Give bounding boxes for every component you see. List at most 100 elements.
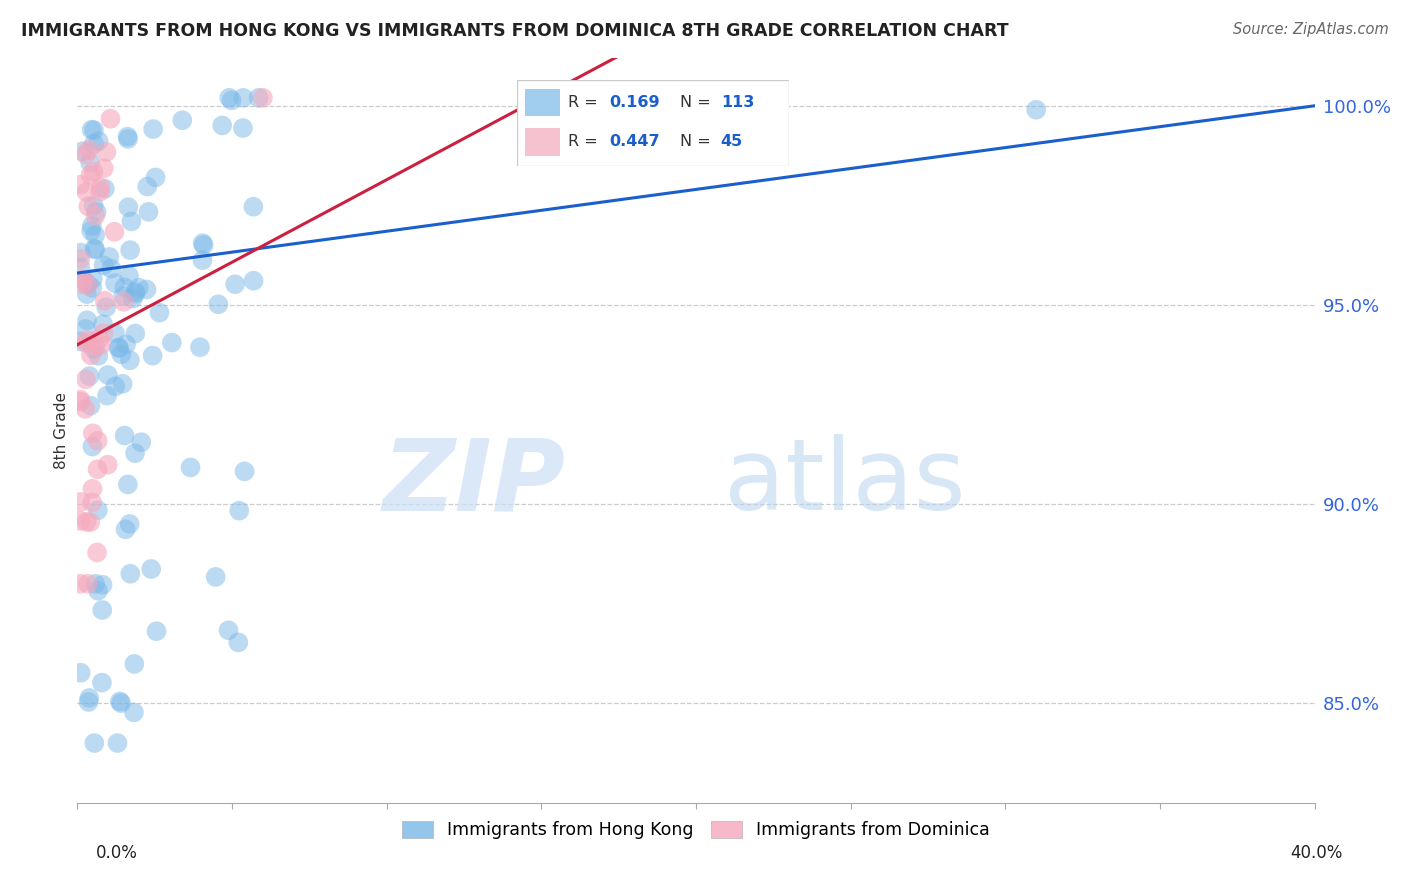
Point: [79, 515, 101, 529]
Point: [75, 401, 97, 416]
Point: [80, 122, 103, 136]
Point: [145, 170, 167, 185]
Point: [87, 332, 110, 346]
Point: [191, 253, 214, 268]
Point: [93, 326, 115, 340]
Point: [77, 695, 100, 709]
Text: 0.0%: 0.0%: [96, 844, 138, 862]
Point: [69, 245, 91, 260]
Point: [118, 353, 141, 368]
Point: [135, 283, 157, 297]
Point: [80, 348, 103, 362]
Point: [110, 696, 132, 710]
Point: [118, 268, 141, 283]
Point: [90, 675, 112, 690]
Point: [204, 570, 226, 584]
Point: [82, 495, 104, 509]
Point: [69, 514, 91, 528]
Point: [98, 250, 121, 264]
Point: [124, 286, 146, 301]
Point: [136, 179, 159, 194]
Point: [141, 562, 163, 576]
Point: [79, 399, 101, 413]
Point: [114, 428, 136, 442]
Point: [75, 336, 97, 351]
Point: [79, 369, 101, 384]
Point: [75, 322, 97, 336]
Point: [233, 464, 256, 478]
Point: [252, 91, 274, 105]
Point: [93, 293, 115, 308]
Point: [120, 566, 142, 581]
Text: Source: ZipAtlas.com: Source: ZipAtlas.com: [1233, 22, 1389, 37]
Point: [104, 276, 127, 290]
Point: [76, 333, 98, 347]
Point: [87, 583, 110, 598]
Point: [82, 281, 104, 295]
Point: [148, 305, 170, 319]
Point: [94, 182, 117, 196]
Point: [91, 578, 114, 592]
Point: [76, 576, 98, 591]
Point: [107, 341, 129, 355]
Point: [69, 178, 91, 192]
Point: [86, 434, 108, 448]
Point: [218, 624, 240, 638]
Point: [69, 665, 91, 680]
Point: [145, 624, 167, 639]
Point: [83, 123, 105, 137]
Point: [77, 277, 100, 292]
Point: [82, 426, 104, 441]
Point: [228, 504, 250, 518]
Point: [87, 349, 110, 363]
Point: [86, 204, 108, 219]
Point: [124, 446, 146, 460]
Point: [72, 277, 94, 292]
Point: [117, 129, 139, 144]
Point: [218, 91, 240, 105]
Point: [117, 132, 139, 146]
Point: [79, 155, 101, 169]
Point: [96, 389, 118, 403]
Point: [72, 272, 94, 286]
Point: [93, 161, 115, 176]
Point: [107, 736, 129, 750]
Point: [124, 326, 146, 341]
Point: [242, 200, 264, 214]
Point: [83, 198, 105, 212]
Point: [87, 503, 110, 517]
Point: [224, 277, 246, 292]
Point: [1025, 103, 1047, 117]
Point: [100, 112, 122, 126]
Point: [100, 261, 122, 276]
Point: [128, 281, 150, 295]
Point: [91, 603, 114, 617]
Point: [104, 379, 127, 393]
Point: [118, 516, 141, 531]
Point: [138, 204, 160, 219]
Point: [124, 285, 146, 299]
Point: [76, 313, 98, 327]
Point: [69, 260, 91, 275]
Point: [89, 185, 111, 199]
Point: [84, 228, 107, 243]
Point: [79, 690, 101, 705]
Point: [232, 91, 254, 105]
Point: [172, 113, 194, 128]
Point: [77, 199, 100, 213]
Point: [211, 119, 233, 133]
Point: [142, 349, 165, 363]
Point: [120, 214, 142, 228]
Point: [96, 145, 118, 159]
Point: [82, 482, 104, 496]
Point: [112, 289, 135, 303]
Point: [242, 274, 264, 288]
Point: [160, 335, 183, 350]
Point: [110, 347, 132, 361]
Point: [96, 300, 118, 314]
Point: [82, 440, 104, 454]
Point: [93, 258, 115, 272]
Point: [75, 372, 97, 386]
Point: [79, 168, 101, 182]
Point: [104, 326, 127, 340]
